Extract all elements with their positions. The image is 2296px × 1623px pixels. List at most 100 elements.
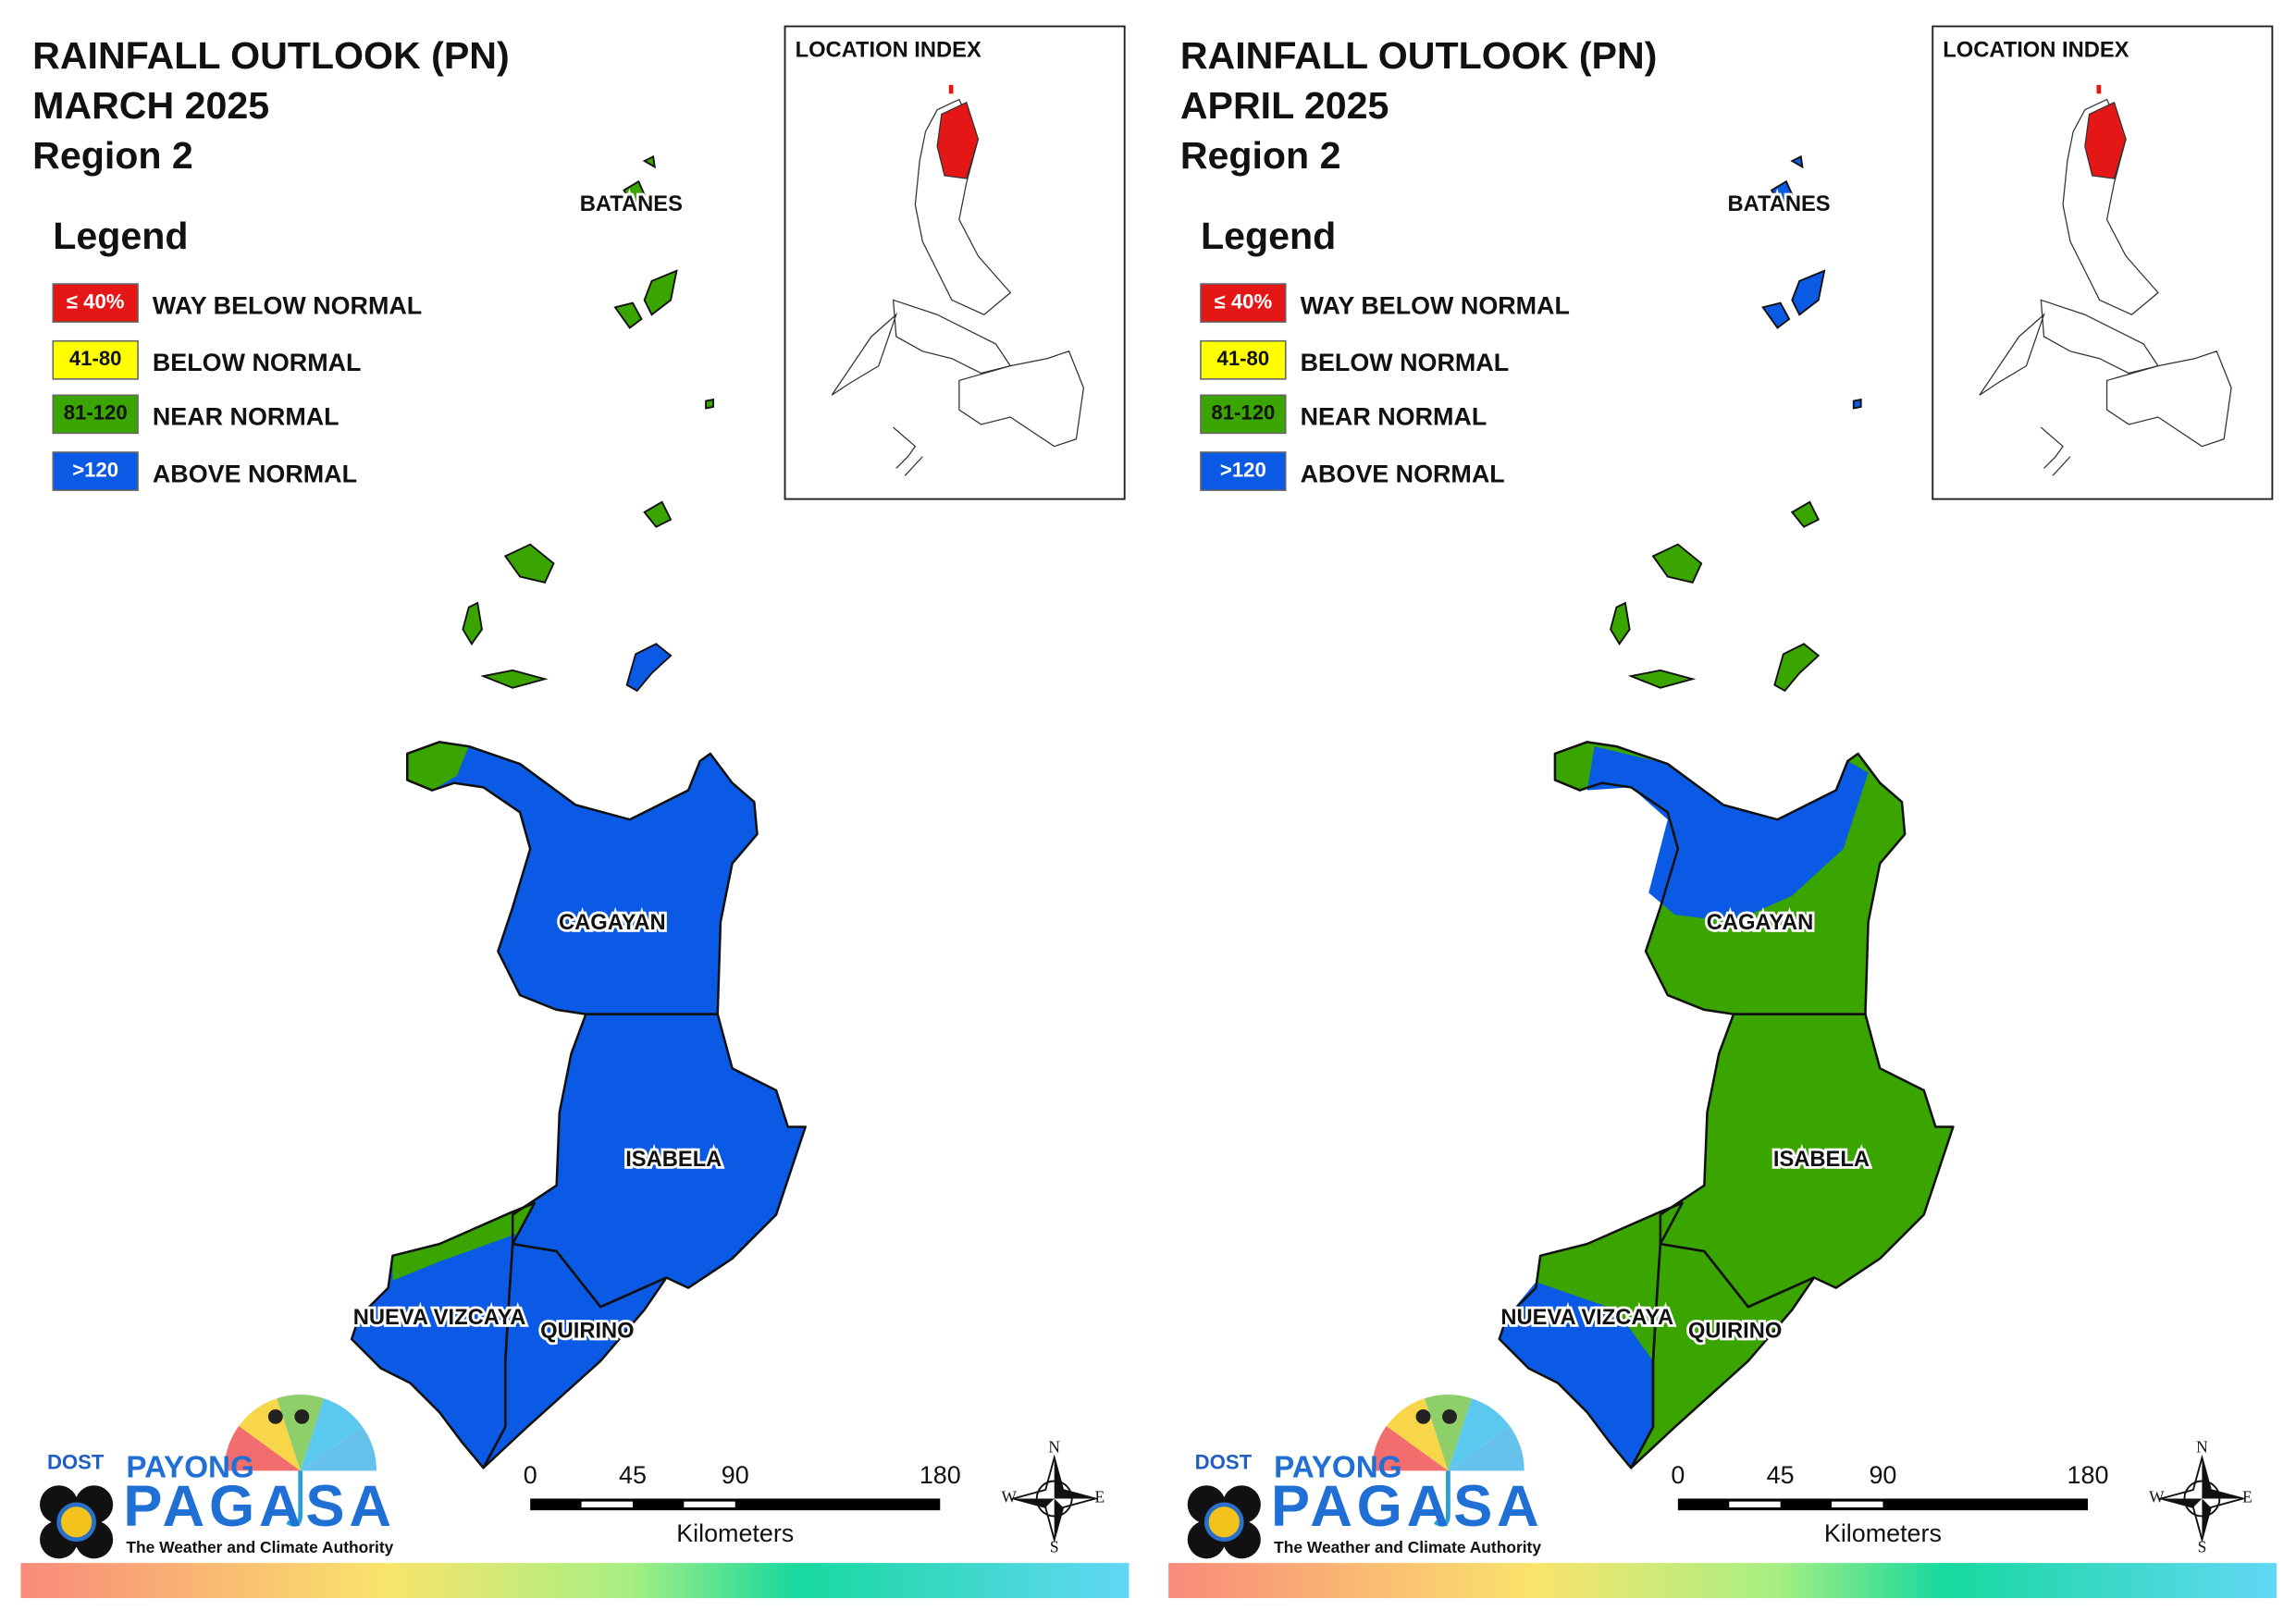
map-panel: RAINFALL OUTLOOK (PN) MARCH 2025 Region 2 L… — [20, 25, 1129, 1599]
island-batanes — [613, 301, 643, 329]
logo-umbrella-segment — [1372, 1426, 1449, 1471]
island-babuyan — [1651, 543, 1703, 584]
scale-tick-label: 90 — [722, 1461, 749, 1489]
province-area — [1631, 1244, 1815, 1469]
province-label: BATANES — [1727, 192, 1830, 216]
island-babuyan — [462, 601, 483, 646]
logo-seal — [56, 1502, 96, 1543]
logo-umbrella-segment — [1424, 1395, 1472, 1471]
logo-umbrella-segment — [1448, 1426, 1524, 1471]
compass-letter: E — [2242, 1487, 2253, 1506]
legend-swatch — [1200, 339, 1287, 380]
province-area — [407, 742, 758, 1014]
scale-tick-label: 0 — [1671, 1461, 1685, 1489]
logo-brand: PAGASA — [123, 1474, 396, 1539]
island-babuyan — [1790, 500, 1821, 528]
legend-label: ABOVE NORMAL — [153, 460, 357, 487]
island-batanes — [1790, 154, 1804, 169]
inset-region-2 — [2084, 101, 2127, 179]
province-partial-area — [1586, 746, 1869, 922]
logo-umbrella-segment — [1448, 1398, 1510, 1471]
scale-bar-segment — [581, 1501, 633, 1507]
province-area — [483, 1244, 667, 1469]
logo-agency: DOST — [1195, 1450, 1253, 1473]
province-label: QUIRINO — [540, 1319, 634, 1343]
footer-gradient — [1168, 1563, 2277, 1599]
map-title: RAINFALL OUTLOOK (PN) — [1180, 34, 1658, 77]
logo-umbrella-segment — [300, 1398, 363, 1471]
scale-tick-label: 90 — [1869, 1461, 1896, 1489]
scale-bar-segment — [1832, 1501, 1883, 1507]
province-partial-area — [392, 1202, 535, 1281]
scale-tick-label: 180 — [920, 1461, 961, 1489]
island-batanes — [1770, 179, 1794, 207]
island-babuyan — [643, 500, 673, 528]
province-label: ISABELA — [625, 1148, 722, 1172]
compass-rose-inner — [1013, 1457, 1096, 1540]
island-batanes — [1761, 301, 1791, 329]
inset-batanes — [948, 84, 954, 94]
logo-umbrella-segment — [300, 1426, 377, 1471]
logo-eye — [267, 1408, 283, 1424]
legend-range: 81-120 — [64, 401, 128, 424]
province-label: NUEVA VIZCAYA — [1500, 1306, 1673, 1330]
province-label: CAGAYAN — [1707, 911, 1814, 935]
island-batanes — [705, 398, 714, 410]
scale-bar-segment — [684, 1501, 735, 1507]
logo-handle — [286, 1470, 303, 1527]
legend-range: 41-80 — [69, 347, 122, 370]
location-index-title: LOCATION INDEX — [1943, 39, 2129, 63]
logo-eye — [1415, 1408, 1431, 1424]
island-camiguin — [1773, 643, 1821, 693]
legend-swatch — [1200, 394, 1287, 435]
scale-unit: Kilometers — [1824, 1519, 1942, 1547]
logo-tagline: The Weather and Climate Authority — [1274, 1538, 1541, 1556]
legend-range: 41-80 — [1217, 347, 1270, 370]
map-title: RAINFALL OUTLOOK (PN) — [32, 34, 510, 77]
legend-label: NEAR NORMAL — [1301, 403, 1487, 431]
province-outline — [405, 741, 759, 1015]
legend-label: WAY BELOW NORMAL — [1301, 291, 1570, 319]
legend-range: 81-120 — [1211, 401, 1275, 424]
logo-umbrella-segment — [239, 1398, 301, 1471]
legend-range: ≤ 40% — [1215, 289, 1273, 313]
legend-swatch — [52, 283, 139, 323]
logo-handle — [1434, 1470, 1450, 1527]
logo-eye — [294, 1408, 310, 1424]
map-title: APRIL 2025 — [1180, 84, 1389, 127]
logo-brand-top: PAYONG — [126, 1451, 253, 1485]
legend-label: WAY BELOW NORMAL — [153, 291, 422, 319]
inset-palawan — [893, 426, 923, 476]
province-outline — [1553, 741, 1907, 1015]
island-babuyan — [1627, 669, 1697, 689]
province-outline — [482, 1242, 668, 1469]
province-outline — [1629, 1242, 1816, 1469]
legend-label: ABOVE NORMAL — [1301, 460, 1505, 487]
province-outline — [1659, 1013, 1955, 1309]
province-area — [1660, 1014, 1954, 1308]
legend-title: Legend — [1201, 215, 1336, 257]
compass-letter: E — [1094, 1487, 1105, 1506]
province-label: ISABELA — [1773, 1148, 1870, 1172]
island-babuyan — [1610, 601, 1631, 646]
province-outline — [511, 1013, 807, 1309]
legend-label: NEAR NORMAL — [153, 403, 339, 431]
compass-letter: N — [1048, 1438, 1060, 1457]
logo-umbrella-segment — [224, 1426, 301, 1471]
logo-eye — [1442, 1408, 1457, 1424]
province-partial-area — [407, 742, 469, 791]
island-babuyan — [503, 543, 555, 584]
legend-range: >120 — [1220, 458, 1266, 481]
province-label: QUIRINO — [1688, 1319, 1782, 1343]
logo-umbrella-segment — [1386, 1398, 1449, 1471]
legend-swatch — [1200, 451, 1287, 491]
island-batanes — [643, 269, 678, 316]
compass-letter: S — [1050, 1537, 1059, 1555]
legend-swatch — [52, 451, 139, 491]
compass-ring — [2183, 1480, 2221, 1518]
legend-label: BELOW NORMAL — [1301, 349, 1510, 376]
inset-mindanao — [958, 350, 1085, 448]
compass-ring — [1035, 1480, 1073, 1518]
